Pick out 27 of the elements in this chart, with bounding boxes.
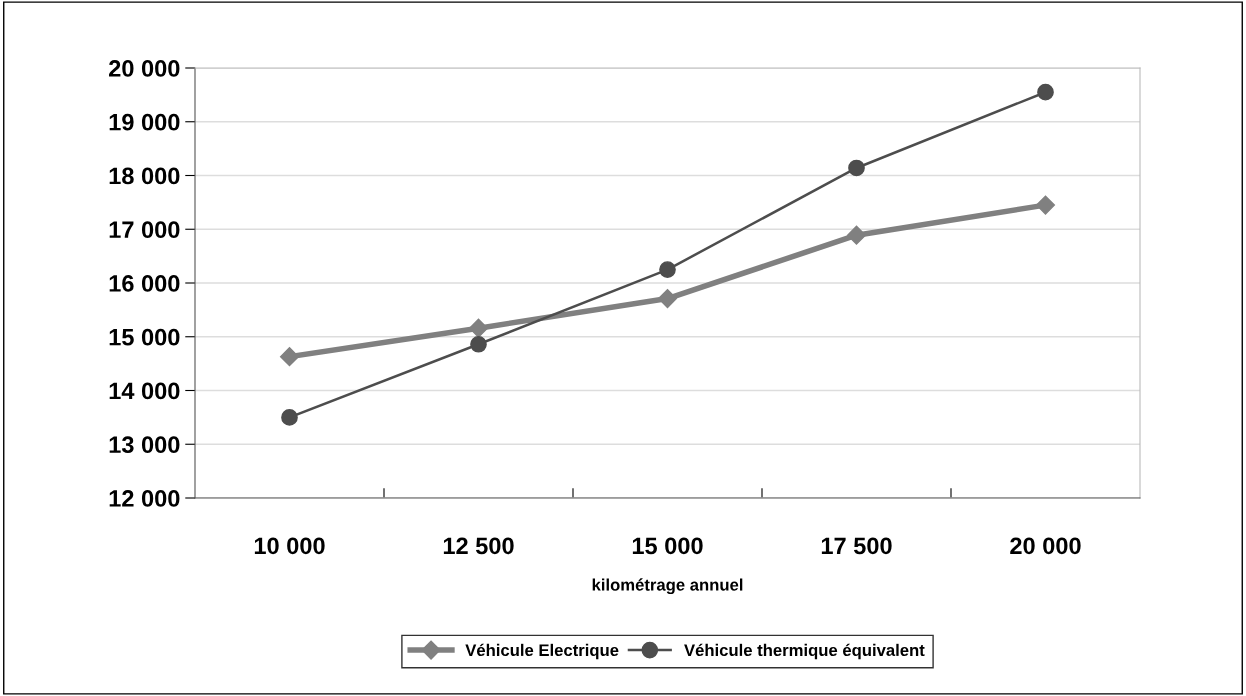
x-tick-label: 12 500 bbox=[443, 537, 514, 555]
x-tick-label: 10 000 bbox=[254, 537, 325, 555]
point bbox=[281, 409, 298, 426]
point bbox=[846, 225, 867, 245]
point bbox=[848, 159, 865, 177]
y-tick-label: 13 000 bbox=[109, 436, 180, 454]
x-tick-label: 15 000 bbox=[632, 537, 703, 555]
y-tick-label: 17 000 bbox=[109, 221, 180, 239]
y-tick-label: 18 000 bbox=[109, 167, 180, 185]
y-tick-label: 20 000 bbox=[109, 60, 180, 77]
x-tick-label: 17 500 bbox=[821, 537, 892, 555]
point bbox=[468, 318, 489, 338]
legend-label: Véhicule Electrique bbox=[465, 643, 619, 660]
legend-label: Véhicule thermique équivalent bbox=[684, 643, 925, 660]
y-tick-label: 16 000 bbox=[109, 275, 180, 292]
x-axis-title: kilométrage annuel bbox=[592, 578, 743, 595]
point bbox=[657, 289, 678, 309]
point bbox=[470, 335, 487, 353]
y-tick-label: 12 000 bbox=[109, 490, 180, 507]
x-tick-label: 20 000 bbox=[1010, 537, 1081, 555]
point bbox=[1037, 83, 1054, 101]
point bbox=[279, 347, 300, 367]
point bbox=[659, 261, 676, 278]
y-tick-label: 14 000 bbox=[109, 382, 180, 400]
y-tick-label: 19 000 bbox=[109, 113, 180, 131]
y-tick-label: 15 000 bbox=[109, 328, 180, 346]
point bbox=[1035, 195, 1056, 215]
